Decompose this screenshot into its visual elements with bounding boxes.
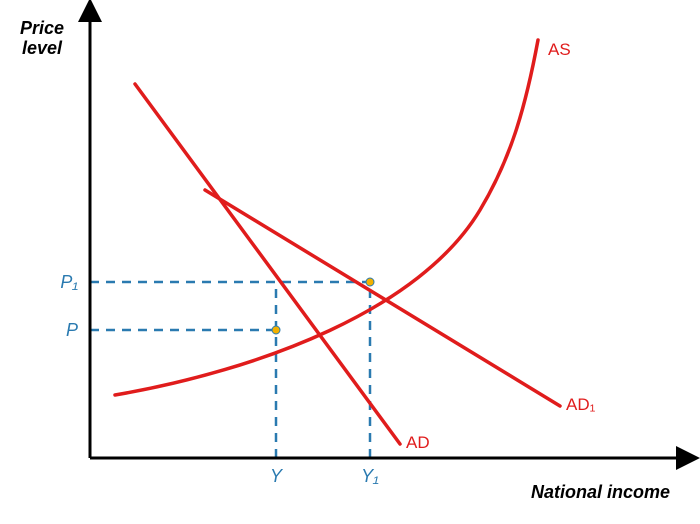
label-P: P: [66, 320, 78, 340]
point-E1: [366, 278, 374, 286]
label-AS: AS: [548, 40, 571, 59]
curve-AD: [135, 84, 400, 444]
label-Y: Y: [270, 466, 284, 486]
axes: [90, 18, 680, 458]
curves: [115, 40, 560, 444]
asad-chart: Pricelevel National income P P₁ Y Y₁ AS …: [0, 0, 700, 524]
point-E: [272, 326, 280, 334]
points: [272, 278, 374, 334]
label-AD1: AD₁: [566, 395, 596, 414]
label-AD: AD: [406, 433, 430, 452]
x-axis-label: National income: [531, 482, 670, 502]
curve-AD1: [205, 190, 560, 406]
y-axis-label: Pricelevel: [20, 18, 64, 58]
labels: Pricelevel National income P P₁ Y Y₁ AS …: [20, 18, 670, 502]
label-Y1: Y₁: [361, 466, 379, 486]
label-P1: P₁: [60, 272, 78, 292]
